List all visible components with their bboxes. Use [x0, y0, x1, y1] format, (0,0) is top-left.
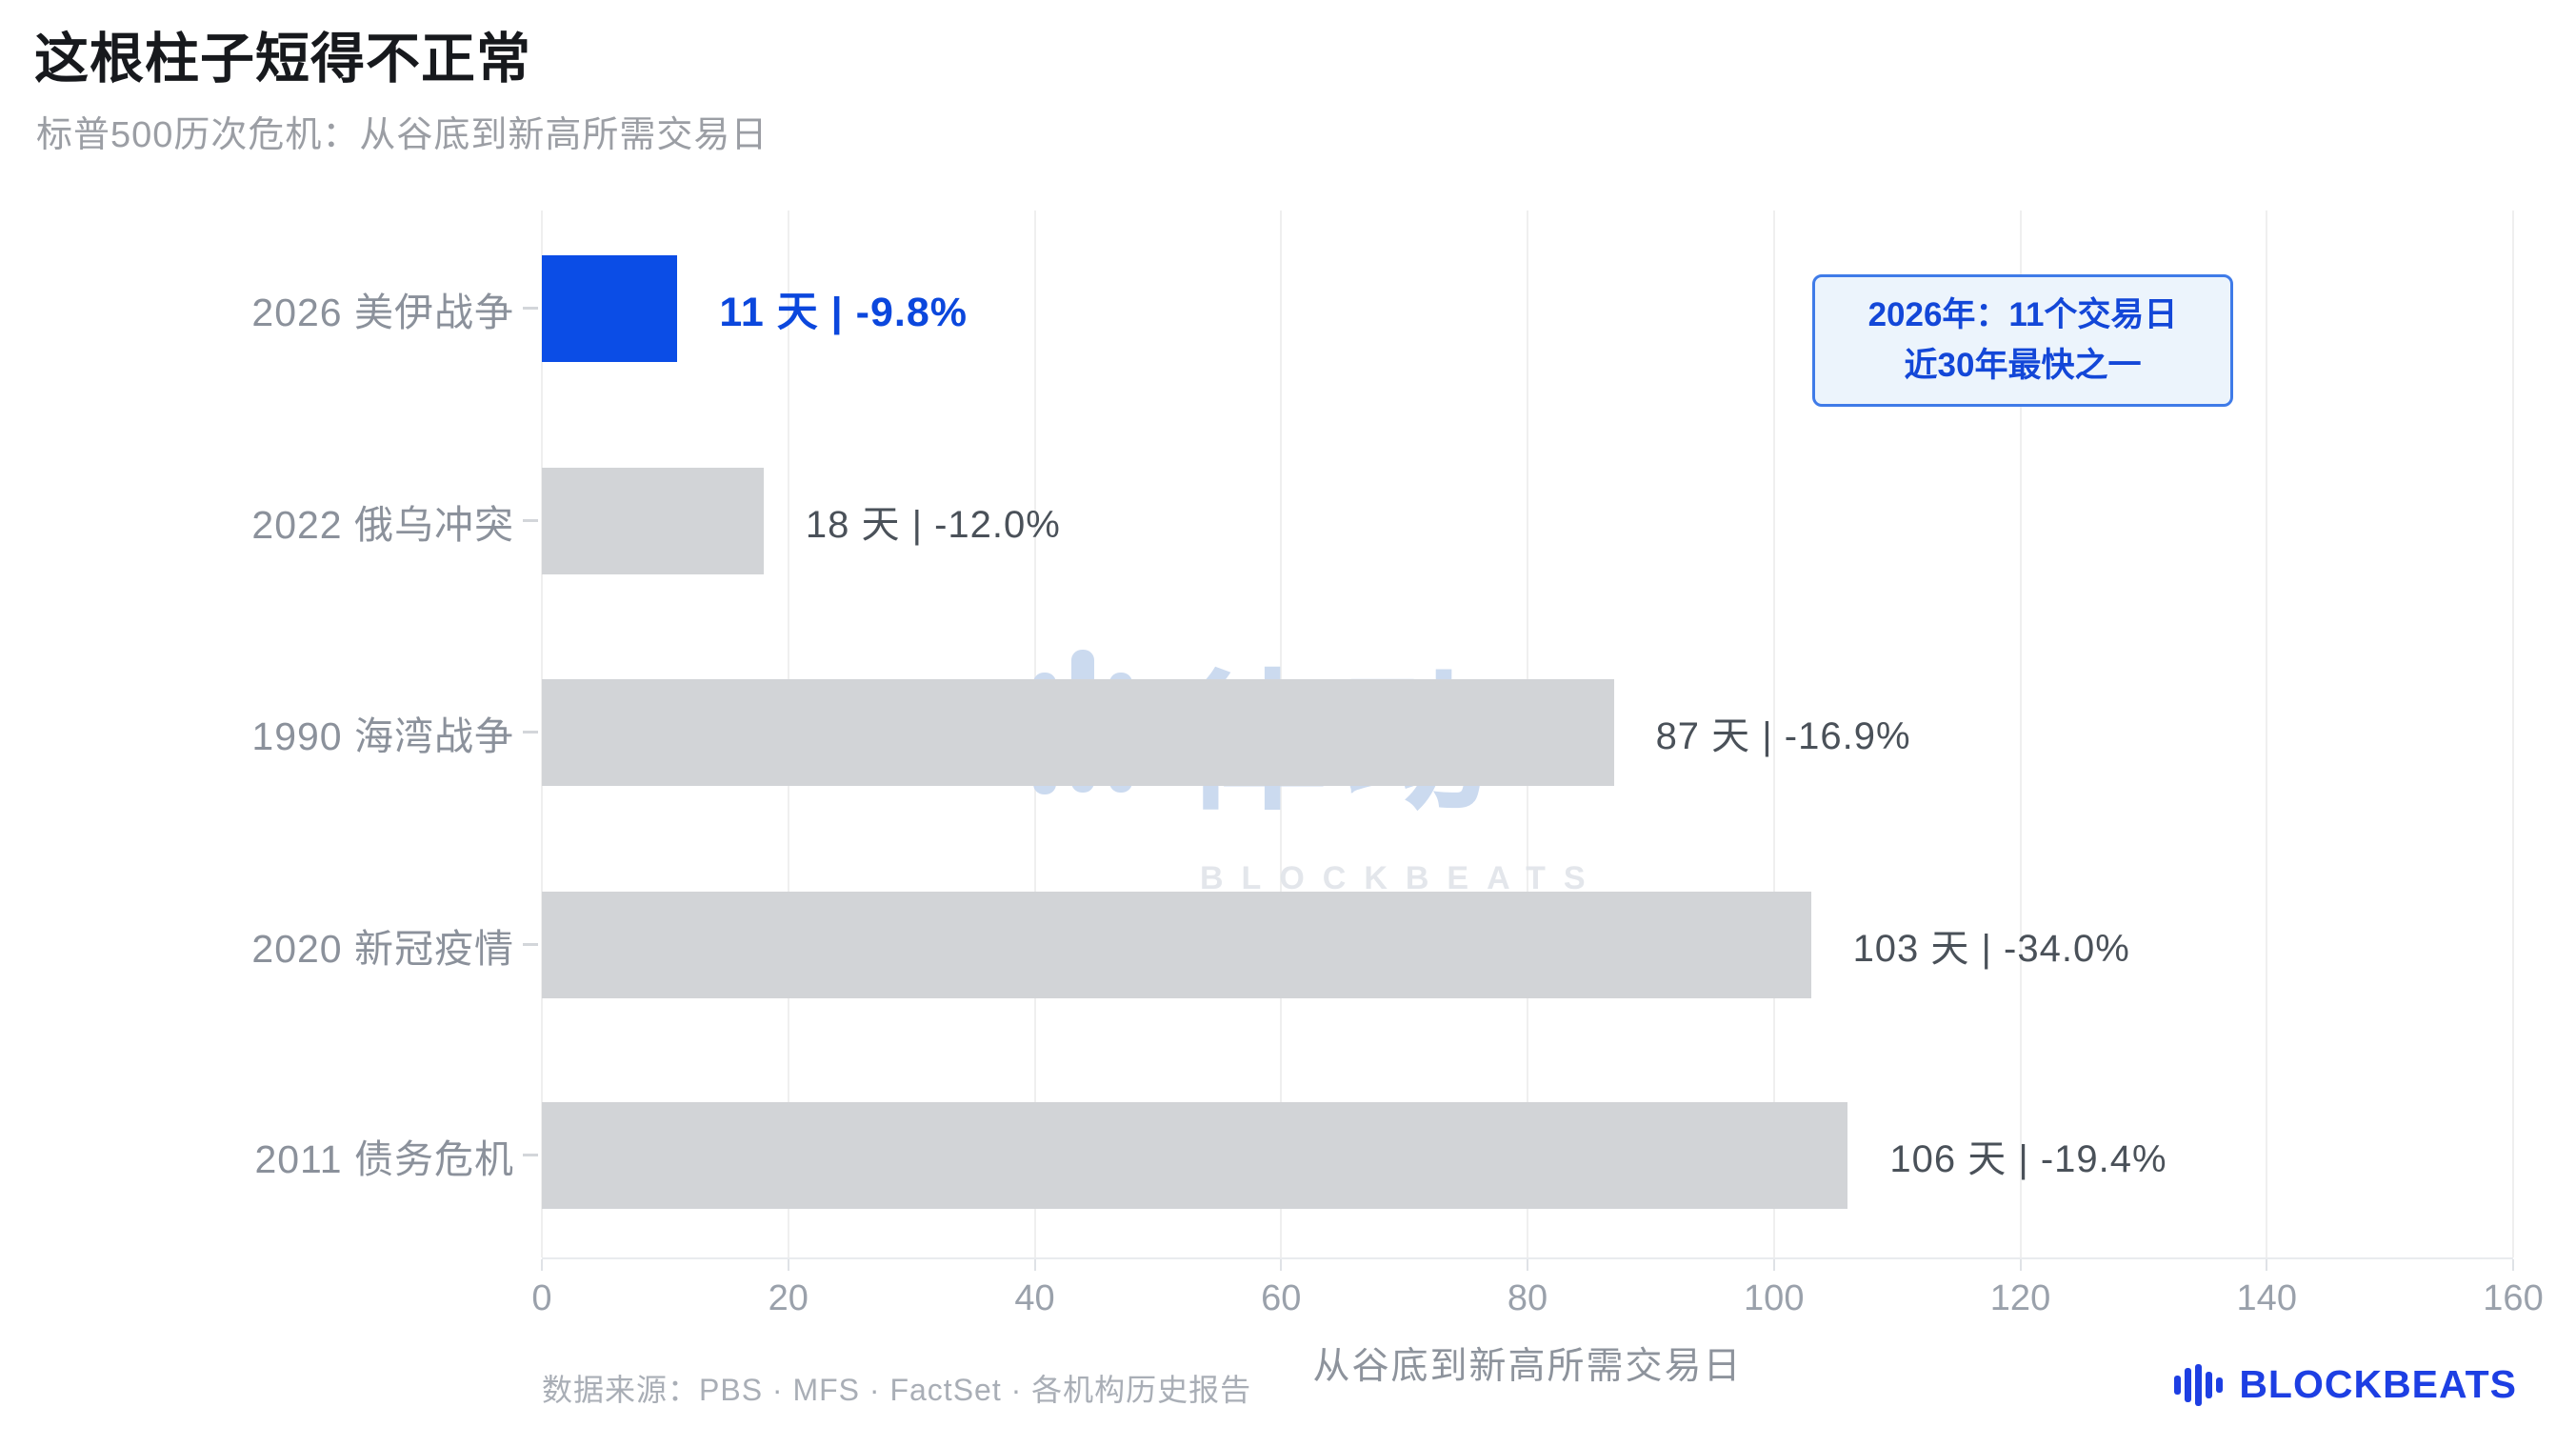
- category-label: 2011 债务危机: [254, 1137, 514, 1181]
- gridline: [2266, 211, 2268, 1257]
- chart-title: 这根柱子短得不正常: [34, 29, 531, 90]
- bar-row: 2011 债务危机 106 天 | -19.4%: [0, 1102, 2576, 1209]
- annotation-callout: 2026年：11个交易日 近30年最快之一: [1812, 274, 2233, 407]
- x-axis-tick-mark: [1772, 1259, 1775, 1271]
- x-axis-tick-mark: [1527, 1259, 1528, 1271]
- x-tick-label: 60: [1261, 1278, 1302, 1318]
- y-axis-tick: [523, 307, 538, 310]
- bar: [542, 468, 764, 574]
- brand-name: BLOCKBEATS: [2239, 1362, 2517, 1406]
- bar-value-label: 18 天 | -12.0%: [805, 504, 1061, 546]
- bar: [542, 679, 1614, 786]
- x-tick-label: 40: [1014, 1278, 1055, 1318]
- bar-value-label: 106 天 | -19.4%: [1889, 1138, 2167, 1180]
- x-tick-label: 100: [1744, 1278, 1805, 1318]
- gridline: [2019, 211, 2022, 1257]
- bar: [542, 892, 1811, 998]
- x-tick-label: 20: [768, 1278, 809, 1318]
- x-tick-label: 80: [1507, 1278, 1548, 1318]
- y-axis-tick: [523, 943, 538, 946]
- bar-value-label: 87 天 | -16.9%: [1655, 715, 1911, 757]
- bar-row: 2026 美伊战争 11 天 | -9.8%: [0, 255, 2576, 362]
- x-tick-label: 120: [1989, 1278, 2051, 1318]
- y-axis-tick: [523, 1154, 538, 1156]
- bar-row: 2020 新冠疫情 103 天 | -34.0%: [0, 892, 2576, 998]
- annotation-line2: 近30年最快之一: [1904, 346, 2142, 384]
- gridline: [1772, 211, 1775, 1257]
- x-axis-tick-mark: [1033, 1259, 1036, 1271]
- category-label: 2020 新冠疫情: [251, 927, 514, 971]
- x-axis-tick-mark: [787, 1259, 789, 1271]
- blockbeats-logo-icon: [2174, 1363, 2224, 1406]
- x-tick-label: 0: [531, 1278, 552, 1318]
- bar: [542, 255, 678, 362]
- x-axis-tick-mark: [2266, 1259, 2268, 1271]
- annotation-line1: 2026年：11个交易日: [1867, 296, 2178, 333]
- x-axis-tick-mark: [541, 1259, 543, 1271]
- category-label: 1990 海湾战争: [251, 714, 514, 758]
- category-label: 2022 俄乌冲突: [251, 503, 514, 547]
- bar-row: 2022 俄乌冲突 18 天 | -12.0%: [0, 468, 2576, 574]
- chart-subtitle: 标普500历次危机：从谷底到新高所需交易日: [36, 115, 769, 155]
- x-axis-title: 从谷底到新高所需交易日: [1312, 1346, 1743, 1387]
- gridline: [2512, 211, 2514, 1257]
- x-tick-label: 140: [2236, 1278, 2297, 1318]
- x-axis-tick-mark: [1280, 1259, 1283, 1271]
- x-tick-label: 160: [2483, 1278, 2544, 1318]
- x-axis-tick-mark: [2512, 1259, 2514, 1271]
- bar-value-label: 103 天 | -34.0%: [1852, 928, 2130, 970]
- bar: [542, 1102, 1848, 1209]
- bar-value-label: 11 天 | -9.8%: [719, 290, 968, 335]
- y-axis-tick: [523, 731, 538, 734]
- brand-logo: BLOCKBEATS: [2174, 1362, 2517, 1407]
- x-axis-tick-mark: [2019, 1259, 2022, 1271]
- y-axis-tick: [523, 519, 538, 522]
- x-axis-line: [542, 1257, 2513, 1259]
- bar-row: 1990 海湾战争 87 天 | -16.9%: [0, 679, 2576, 786]
- data-source: 数据来源：PBS · MFS · FactSet · 各机构历史报告: [542, 1373, 1252, 1407]
- category-label: 2026 美伊战争: [251, 291, 514, 334]
